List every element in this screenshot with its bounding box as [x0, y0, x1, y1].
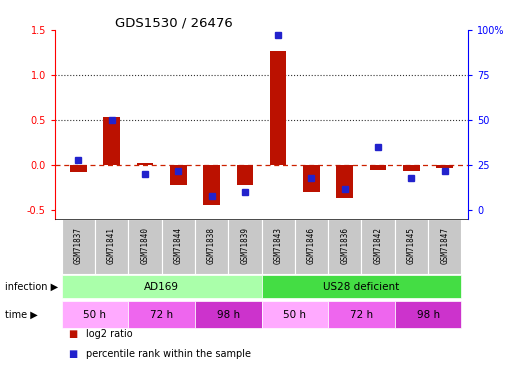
Text: GSM71844: GSM71844 [174, 227, 183, 264]
Text: GDS1530 / 26476: GDS1530 / 26476 [115, 17, 233, 30]
Text: 72 h: 72 h [350, 310, 373, 320]
Text: 72 h: 72 h [150, 310, 173, 320]
Text: ■: ■ [68, 350, 77, 359]
Bar [137, 164, 153, 165]
Text: 98 h: 98 h [217, 310, 240, 320]
Bar [170, 165, 187, 185]
Text: 50 h: 50 h [283, 310, 306, 320]
Bar [62, 219, 95, 274]
Text: GSM71836: GSM71836 [340, 227, 349, 264]
Bar [236, 165, 253, 185]
Bar [70, 165, 87, 172]
Text: 50 h: 50 h [83, 310, 106, 320]
Text: GSM71840: GSM71840 [140, 227, 150, 264]
Bar [95, 219, 128, 274]
Bar [328, 219, 361, 274]
Text: time ▶: time ▶ [5, 310, 38, 320]
Bar [436, 165, 453, 168]
Text: GSM71842: GSM71842 [373, 227, 383, 264]
Text: GSM71847: GSM71847 [440, 227, 449, 264]
Bar [395, 219, 428, 274]
Bar [262, 275, 461, 298]
Bar [328, 301, 395, 328]
Bar [195, 219, 228, 274]
Bar [295, 219, 328, 274]
Bar [262, 219, 295, 274]
Text: AD169: AD169 [144, 282, 179, 291]
Bar [370, 165, 386, 170]
Text: GSM71838: GSM71838 [207, 227, 216, 264]
Text: infection ▶: infection ▶ [5, 282, 59, 291]
Bar [228, 219, 262, 274]
Bar [62, 275, 262, 298]
Text: GSM71846: GSM71846 [307, 227, 316, 264]
Bar [128, 219, 162, 274]
Text: GSM71839: GSM71839 [241, 227, 249, 264]
Bar [203, 165, 220, 205]
Text: 98 h: 98 h [416, 310, 440, 320]
Bar [62, 301, 128, 328]
Text: log2 ratio: log2 ratio [86, 329, 133, 339]
Text: US28 deficient: US28 deficient [323, 282, 400, 291]
Bar [395, 301, 461, 328]
Bar [162, 219, 195, 274]
Bar [428, 219, 461, 274]
Bar [303, 165, 320, 192]
Text: GSM71841: GSM71841 [107, 227, 116, 264]
Bar [195, 301, 262, 328]
Bar [270, 51, 287, 165]
Bar [361, 219, 395, 274]
Bar [403, 165, 420, 171]
Bar [336, 165, 353, 198]
Bar [128, 301, 195, 328]
Text: GSM71843: GSM71843 [274, 227, 282, 264]
Text: ■: ■ [68, 329, 77, 339]
Text: GSM71837: GSM71837 [74, 227, 83, 264]
Bar [103, 117, 120, 165]
Text: percentile rank within the sample: percentile rank within the sample [86, 350, 251, 359]
Bar [262, 301, 328, 328]
Text: GSM71845: GSM71845 [407, 227, 416, 264]
